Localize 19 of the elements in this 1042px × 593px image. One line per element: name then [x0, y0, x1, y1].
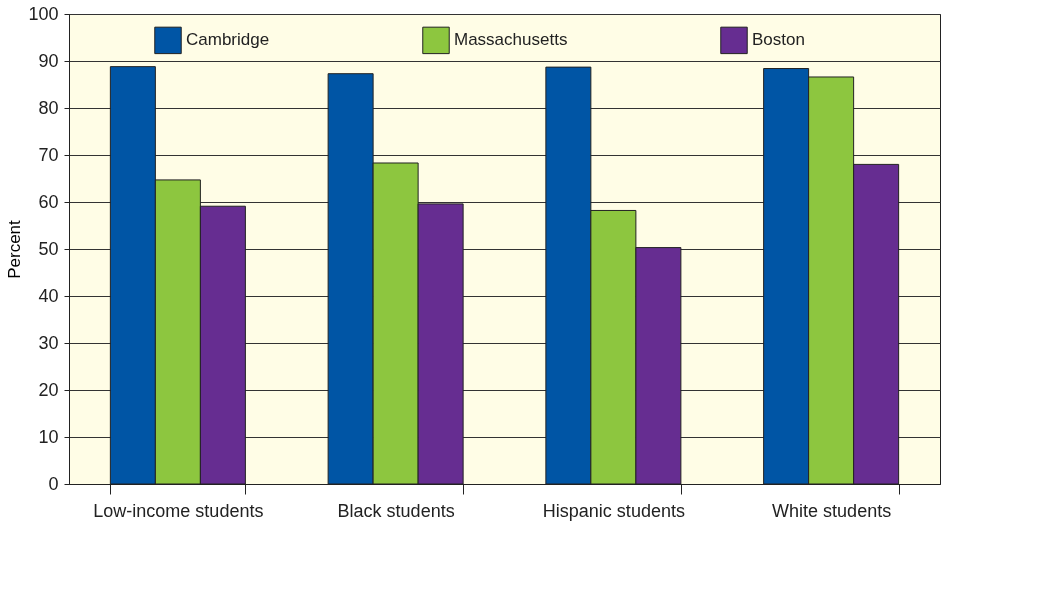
y-tick-label: 50 — [38, 238, 59, 259]
y-tick-label: 20 — [38, 379, 59, 400]
y-tick-label: 70 — [38, 144, 59, 165]
y-tick-label: 10 — [38, 426, 59, 447]
legend-label: Boston — [752, 30, 805, 50]
y-tick-label: 60 — [38, 191, 59, 212]
y-tick-label: 30 — [38, 332, 59, 353]
y-tick-label: 40 — [38, 285, 59, 306]
y-tick-label: 90 — [38, 50, 59, 71]
x-tick-label: Black students — [337, 500, 455, 521]
x-tick-label: White students — [772, 500, 892, 521]
legend-label: Massachusetts — [454, 30, 568, 50]
x-tick-label: Hispanic students — [542, 500, 685, 521]
y-axis-title: Percent — [5, 219, 25, 279]
legend-label: Cambridge — [186, 30, 270, 50]
y-tick-label: 80 — [38, 97, 59, 118]
y-tick-label: 100 — [28, 3, 59, 24]
x-tick-label: Low-income students — [93, 500, 264, 521]
y-tick-label: 0 — [48, 473, 59, 494]
